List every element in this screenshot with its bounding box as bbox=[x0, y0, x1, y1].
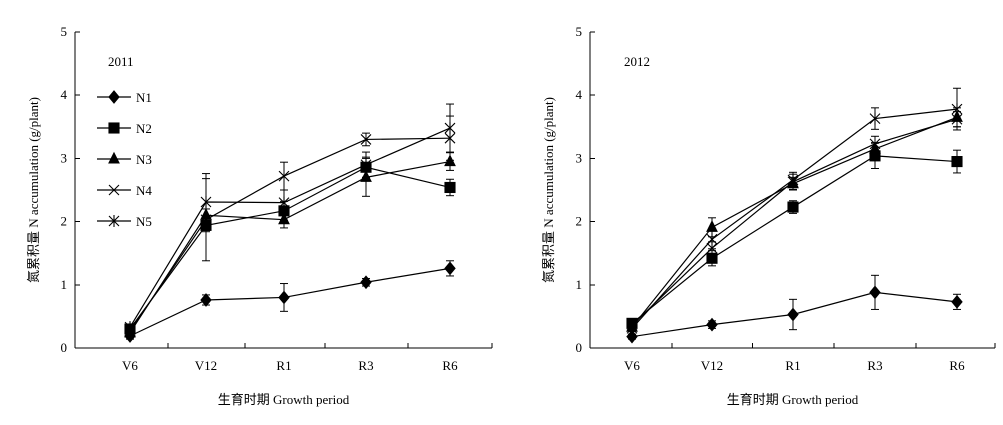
data-point-N4 bbox=[278, 170, 290, 182]
data-point-N5 bbox=[787, 173, 799, 186]
y-axis-title: 氮累积量 N accumulation (g/plant) bbox=[26, 97, 41, 283]
series-N3 bbox=[124, 152, 456, 338]
y-tick-label: 4 bbox=[576, 87, 583, 102]
series-N1 bbox=[124, 260, 456, 343]
x-tick-label: V12 bbox=[195, 358, 217, 373]
legend-marker-N4 bbox=[108, 184, 120, 196]
data-point-N1 bbox=[869, 285, 881, 300]
legend-marker-N1 bbox=[108, 90, 120, 104]
series-N3 bbox=[626, 107, 963, 332]
legend-marker-N5 bbox=[108, 215, 120, 227]
x-tick-label: V6 bbox=[624, 358, 640, 373]
x-tick-label: R3 bbox=[867, 358, 882, 373]
data-point-N5 bbox=[278, 196, 290, 209]
x-axis-title: 生育时期 Growth period bbox=[218, 392, 350, 407]
data-point-N5 bbox=[444, 122, 456, 135]
series-N4 bbox=[124, 115, 456, 337]
chart-panel-2012: 0 1 2 3 4 5 V6 V12 R1 R3 R6 生育时期 Growth period 氮累积量 … bbox=[541, 24, 996, 407]
y-tick-label: 3 bbox=[576, 150, 583, 165]
data-point-N4 bbox=[360, 134, 372, 145]
legend: N1 N2 N3 N4 N5 bbox=[97, 90, 152, 229]
legend-label-N4: N4 bbox=[136, 183, 152, 198]
legend-label-N5: N5 bbox=[136, 214, 152, 229]
x-tick-label: R1 bbox=[276, 358, 291, 373]
data-point-N1 bbox=[200, 293, 212, 307]
x-tick-label: V12 bbox=[701, 358, 723, 373]
data-point-N5 bbox=[124, 321, 136, 334]
data-point-N2 bbox=[951, 156, 963, 168]
data-point-N1 bbox=[951, 295, 963, 309]
y-tick-label: 0 bbox=[61, 340, 68, 355]
data-point-N5 bbox=[360, 158, 372, 171]
series-N5 bbox=[124, 103, 456, 334]
y-tick-label: 5 bbox=[576, 24, 583, 39]
y-tick-label: 0 bbox=[576, 340, 583, 355]
x-axis-title: 生育时期 Growth period bbox=[727, 392, 859, 407]
data-point-N1 bbox=[787, 307, 799, 322]
x-tick-label: V6 bbox=[122, 358, 138, 373]
series-N5 bbox=[626, 87, 963, 335]
data-point-N5 bbox=[200, 196, 212, 209]
legend-label-N3: N3 bbox=[136, 152, 152, 167]
legend-label-N1: N1 bbox=[136, 90, 152, 105]
y-tick-label: 5 bbox=[61, 24, 68, 39]
data-point-N2 bbox=[787, 201, 799, 213]
y-tick-label: 4 bbox=[61, 87, 68, 102]
series-N2 bbox=[124, 156, 456, 335]
y-tick-label: 1 bbox=[61, 277, 68, 292]
data-point-N5 bbox=[869, 112, 881, 125]
series-line-N4 bbox=[631, 118, 958, 326]
y-tick-label: 2 bbox=[61, 214, 68, 229]
series-line-N4 bbox=[129, 137, 451, 332]
data-point-N4 bbox=[869, 138, 881, 150]
y-axis-title: 氮累积量 N accumulation (g/plant) bbox=[541, 97, 556, 283]
data-point-N1 bbox=[706, 317, 718, 332]
data-point-N1 bbox=[278, 290, 290, 305]
x-tick-label: R1 bbox=[785, 358, 800, 373]
legend-marker-N2 bbox=[108, 122, 120, 134]
x-tick-label: R3 bbox=[358, 358, 373, 373]
y-tick-label: 3 bbox=[61, 150, 68, 165]
x-tick-label: R6 bbox=[949, 358, 965, 373]
series-line-N5 bbox=[631, 108, 958, 329]
data-point-N3 bbox=[278, 212, 290, 225]
data-point-N5 bbox=[706, 233, 718, 246]
chart-panel-2011: 0 1 2 3 4 5 V6 V12 R1 R3 R6 生育时期 Growth period 氮累积量 … bbox=[26, 24, 493, 407]
data-point-N1 bbox=[360, 275, 372, 290]
series-N4 bbox=[626, 111, 963, 331]
series-line-N5 bbox=[129, 127, 451, 328]
y-tick-label: 1 bbox=[576, 277, 583, 292]
series-N2 bbox=[626, 142, 963, 329]
data-point-N5 bbox=[626, 322, 638, 335]
series-line-N1 bbox=[129, 267, 451, 337]
data-point-N5 bbox=[951, 103, 963, 116]
series-N1 bbox=[626, 274, 963, 344]
y-tick-label: 2 bbox=[576, 214, 583, 229]
data-point-N1 bbox=[626, 329, 638, 344]
panel-year-label: 2011 bbox=[108, 54, 134, 69]
panel-year-label: 2012 bbox=[624, 54, 650, 69]
legend-label-N2: N2 bbox=[136, 121, 152, 136]
legend-marker-N3 bbox=[108, 151, 120, 164]
data-point-N2 bbox=[444, 181, 456, 194]
data-point-N1 bbox=[444, 261, 456, 276]
x-tick-label: R6 bbox=[442, 358, 458, 373]
